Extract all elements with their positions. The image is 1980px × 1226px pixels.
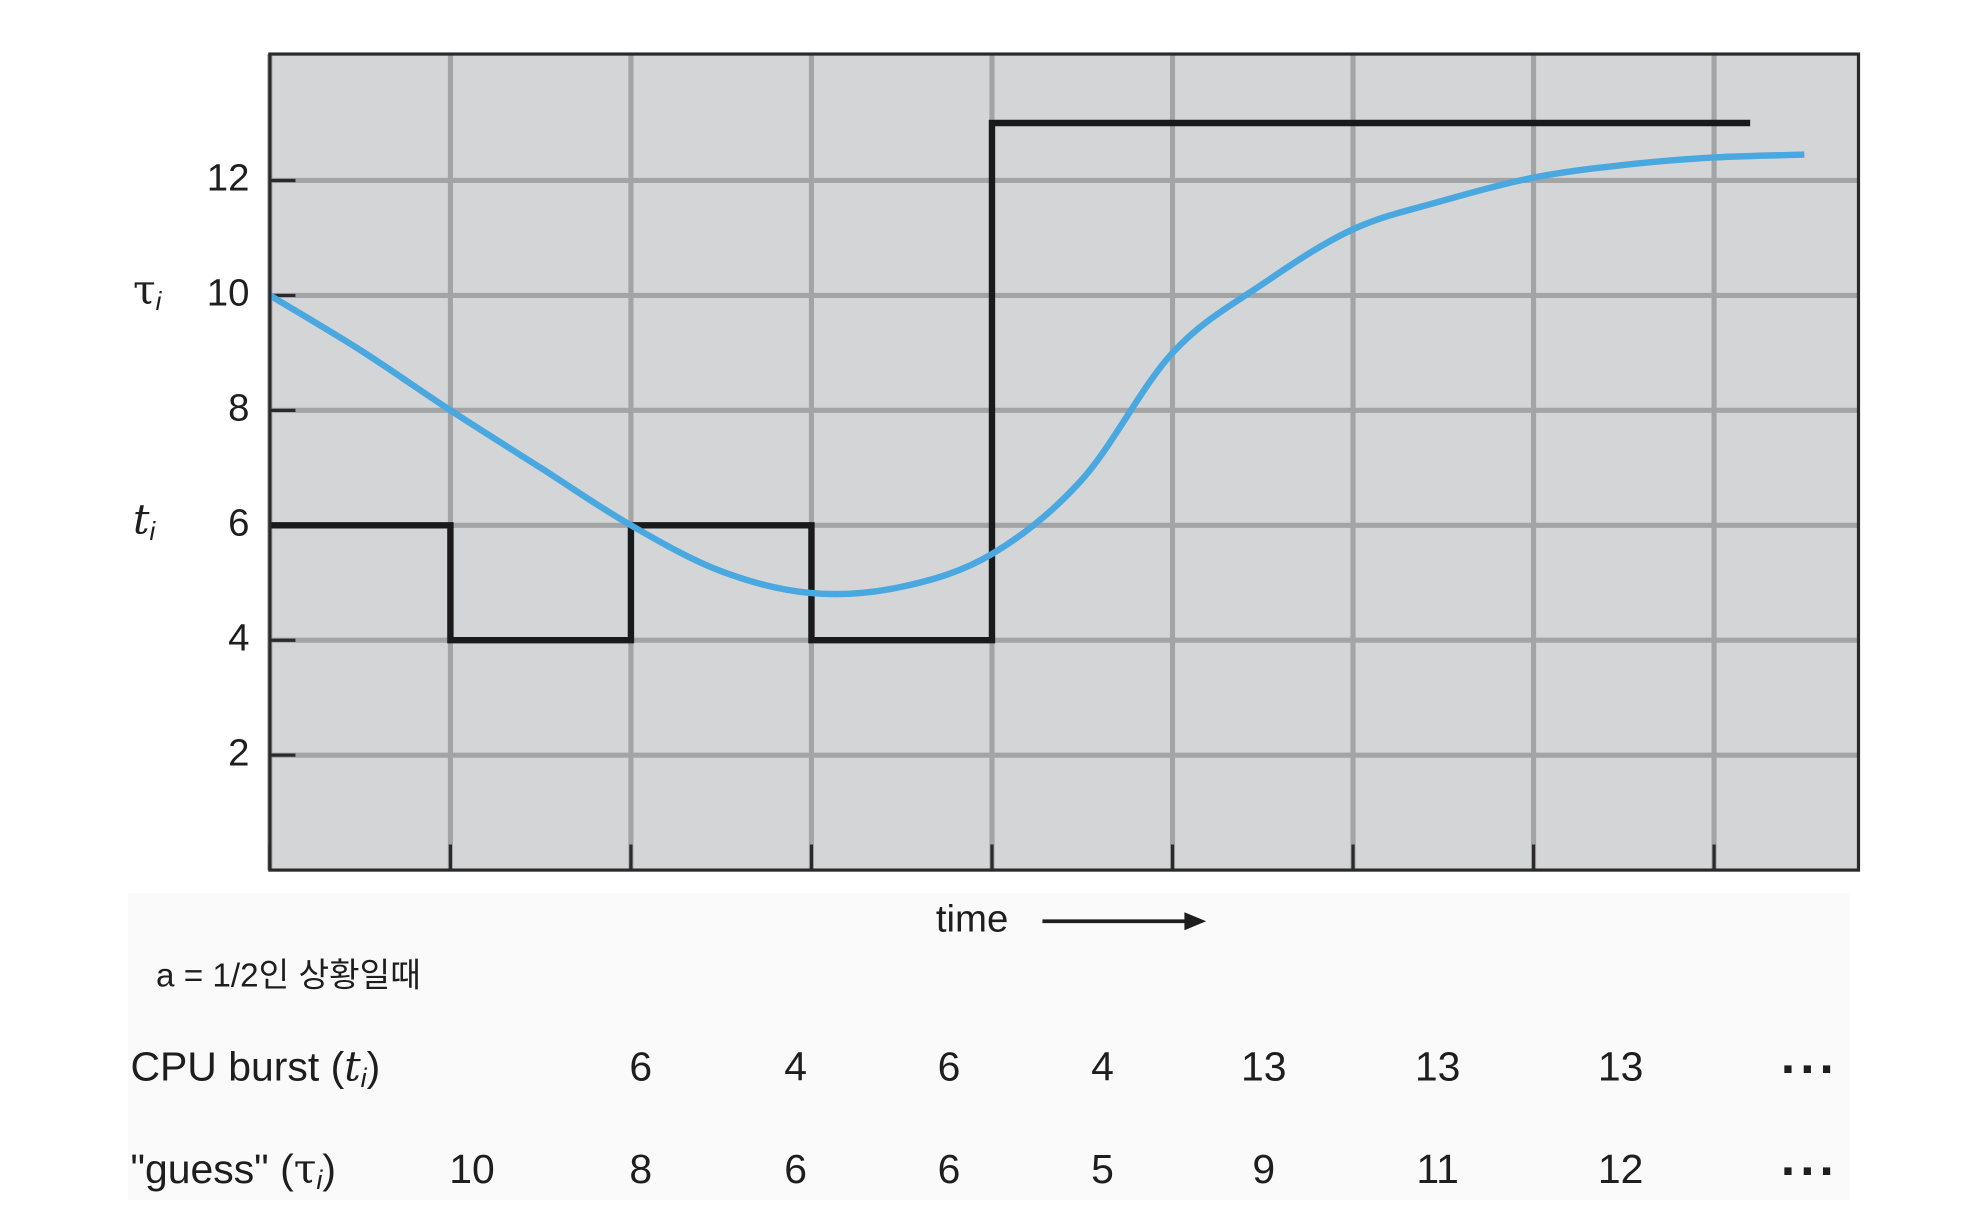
label-subscript: i [361,1063,368,1093]
y-tick-label: 2 [228,731,249,774]
label-suffix: ) [322,1146,336,1192]
cell: 5 [1091,1146,1114,1192]
label-suffix: ) [367,1043,381,1089]
cell: 13 [1241,1043,1287,1089]
cell: 4 [784,1043,807,1089]
symbol: τ [133,265,156,313]
subscript: i [149,518,156,546]
label-prefix: "guess" ( [130,1146,294,1192]
cell: 9 [1252,1146,1275,1192]
plot-frame [268,52,1861,872]
y-tick-label: 6 [228,501,249,544]
cell: 13 [1415,1043,1461,1089]
y-tick-label: 4 [228,616,249,659]
label-symbol: τ [294,1144,317,1192]
cell: 13 [1598,1043,1644,1089]
label-prefix: CPU burst ( [130,1043,344,1089]
estimate-curve [268,151,1805,598]
symbol: t [133,495,150,543]
y-annotation: ti [133,495,156,545]
table-background [127,893,1850,1201]
row-label: "guess" (τi) [130,1144,336,1195]
cell: 6 [784,1146,807,1192]
cell: 8 [629,1146,652,1192]
ellipsis: ... [1781,1027,1839,1084]
subscript: i [156,288,163,316]
cell: 6 [938,1146,961,1192]
cell: 12 [1598,1146,1644,1192]
y-tick-label: 10 [207,272,250,315]
burst-step-line [269,119,1751,644]
cell: 6 [938,1043,961,1089]
row-label: CPU burst (ti) [130,1042,380,1093]
plot-background [269,54,1859,871]
ellipsis: ... [1781,1129,1839,1186]
label-subscript: i [316,1165,323,1195]
x-axis-label: time [936,897,1008,940]
y-tick-label: 12 [207,157,250,200]
cell: 6 [629,1043,652,1089]
marks [268,119,1805,644]
y-tick-label: 8 [228,386,249,429]
cell: 11 [1416,1146,1458,1192]
note: a = 1/2인 상황일때 [156,957,421,994]
cell: 10 [449,1146,495,1192]
time-arrow-head [1184,912,1207,931]
y-annotation: τi [133,265,163,315]
label-symbol: t [344,1042,361,1090]
cell: 4 [1091,1043,1114,1089]
